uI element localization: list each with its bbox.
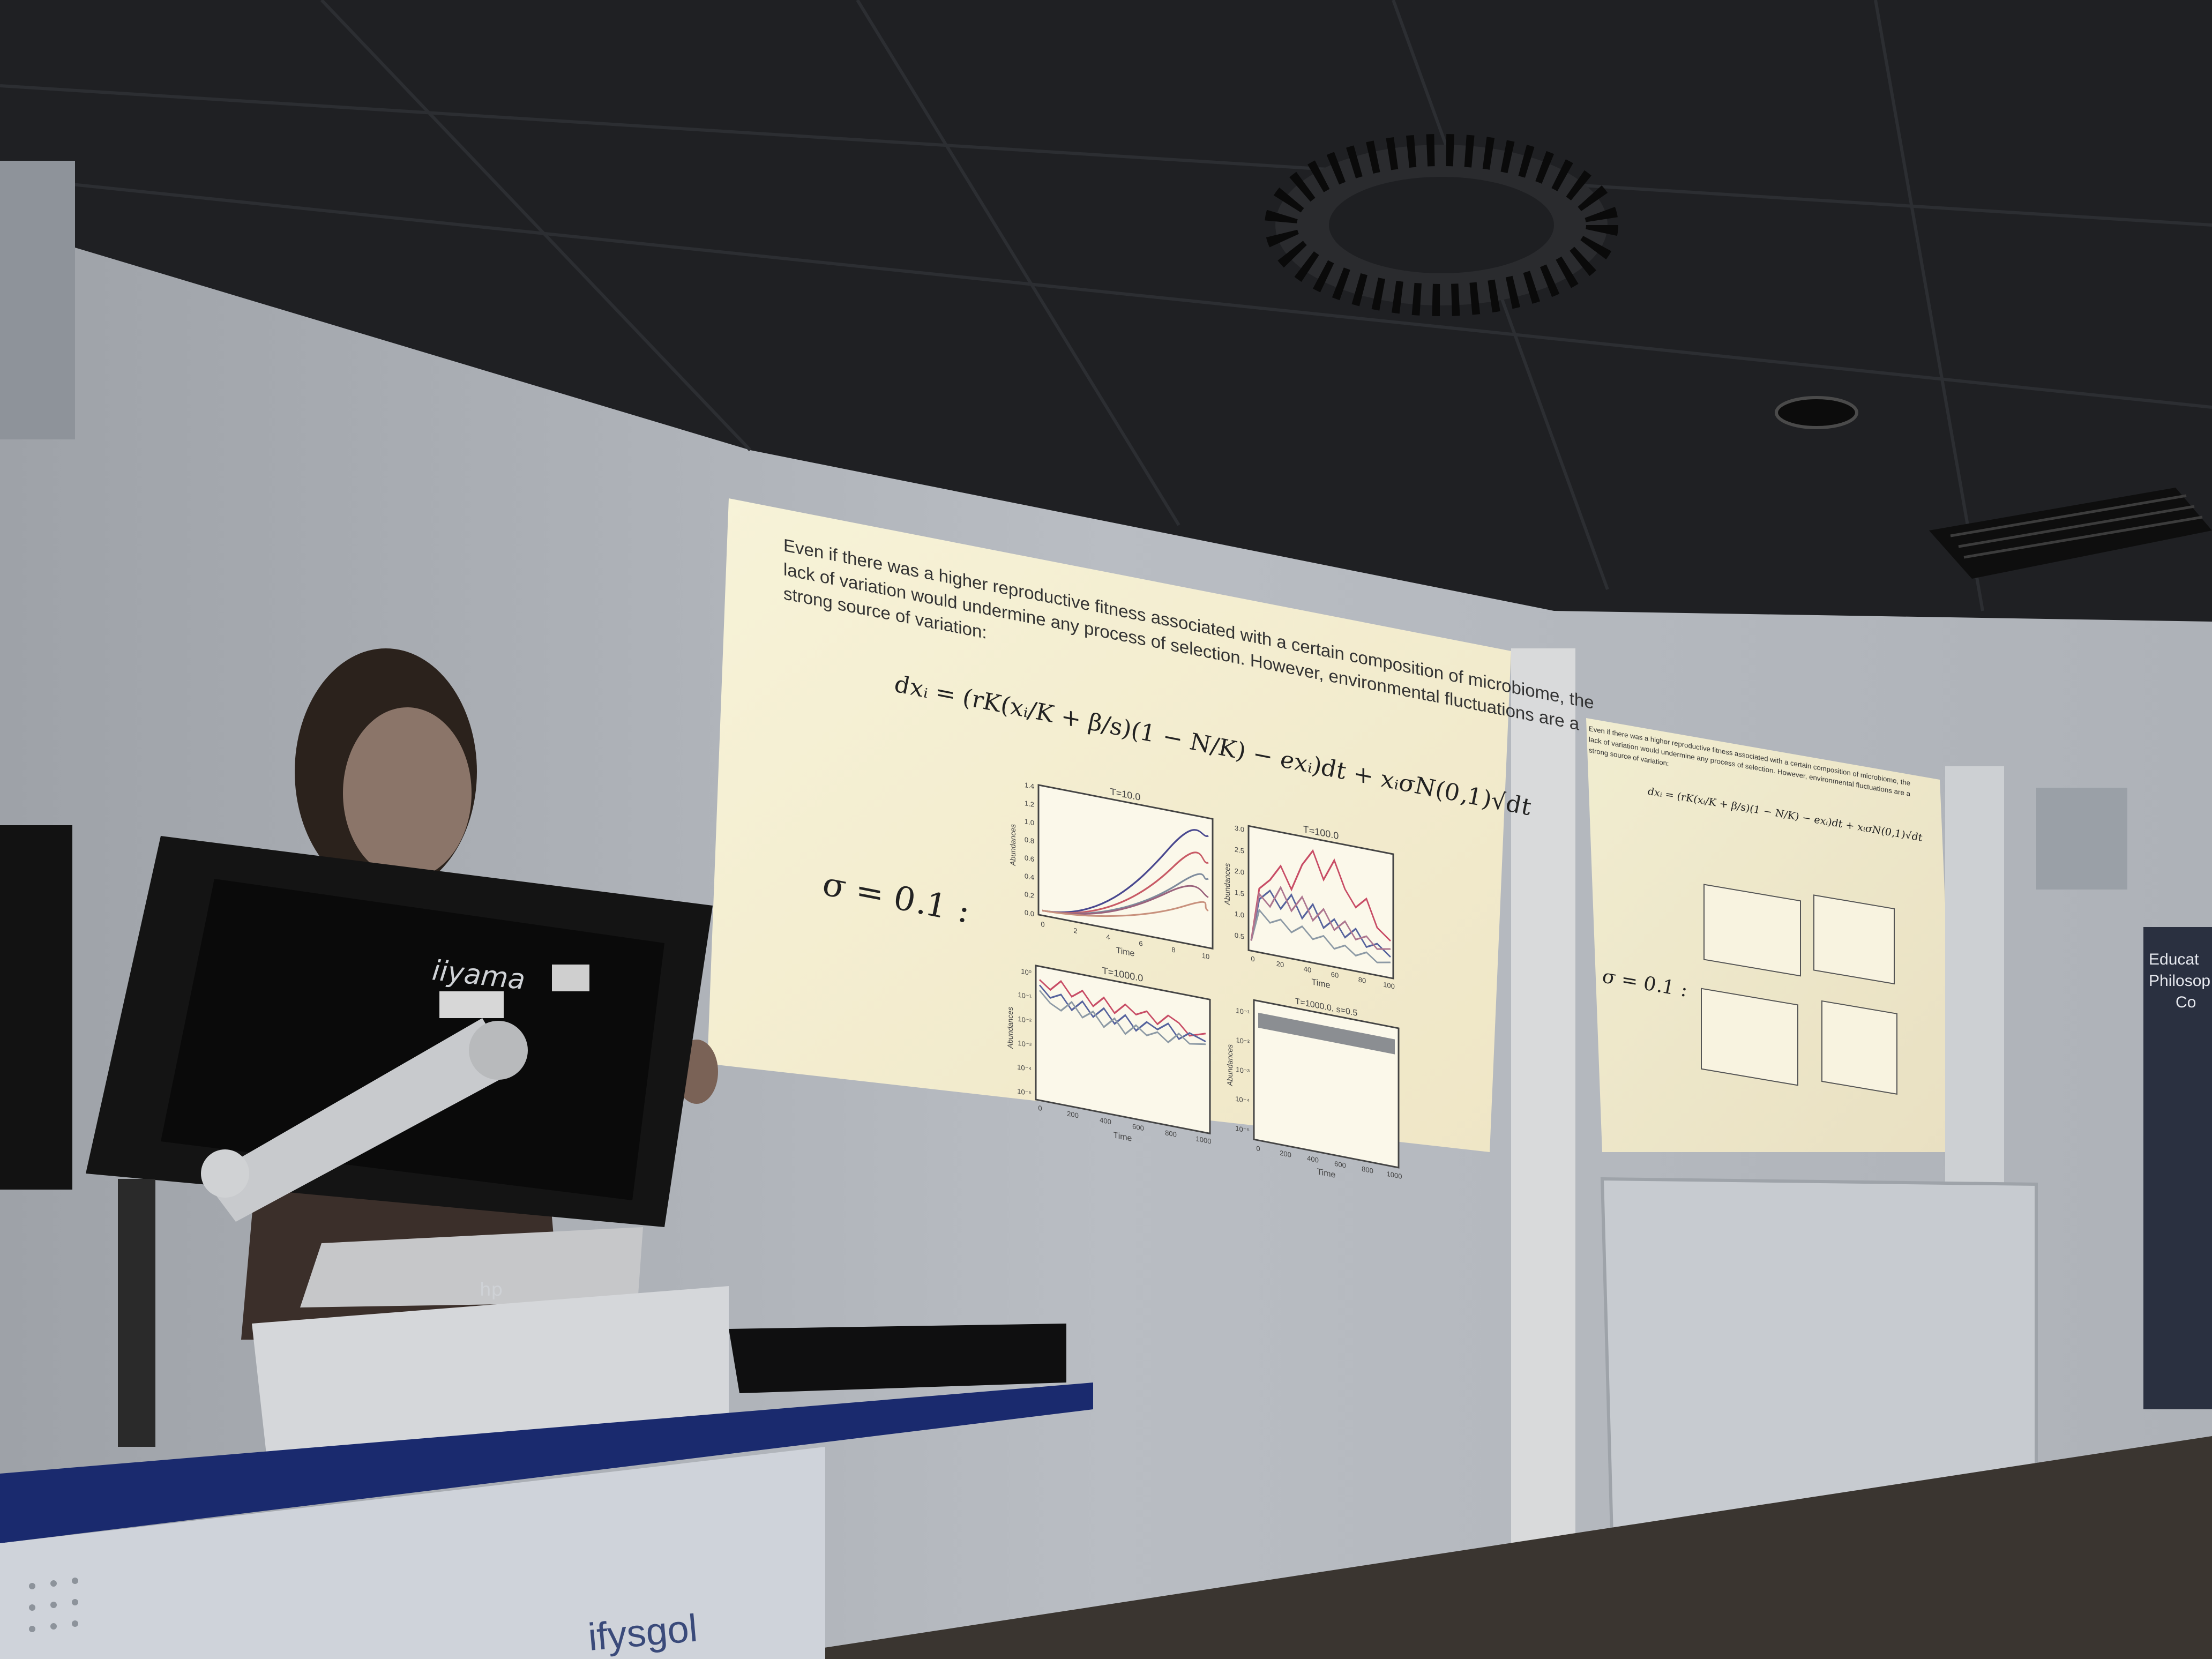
plot-xtick: 800 (1362, 1165, 1373, 1175)
plot-xtick: 0 (1256, 1144, 1260, 1153)
plot-ytick: 0.4 (1025, 872, 1034, 881)
plot-xtick: 400 (1307, 1154, 1319, 1164)
plot-ytick: 10⁻¹ (1018, 990, 1032, 1001)
plot-xtick: 10 (1202, 951, 1209, 961)
plot-ytick: 10⁻⁵ (1017, 1087, 1032, 1097)
side-monitor (0, 825, 72, 1190)
plot-frame (1247, 825, 1394, 980)
secondary-plot-frame (1703, 884, 1801, 977)
plot-xtick: 0 (1251, 954, 1254, 963)
ceiling-light-icon (1775, 396, 1858, 429)
plot-xtick: 400 (1100, 1116, 1111, 1126)
podium-text: ifysgol (586, 1606, 699, 1658)
plot-xtick: 100 (1383, 980, 1395, 990)
laptop (300, 1227, 643, 1307)
plot-ytick: 1.5 (1235, 888, 1244, 898)
secondary-plot-frame (1813, 894, 1895, 985)
plot-ytick: 10⁻² (1018, 1014, 1032, 1025)
plot-xtick: 200 (1067, 1109, 1079, 1119)
plot-xtick: 4 (1106, 933, 1110, 941)
plot-xtick: 1000 (1387, 1170, 1402, 1180)
plot-ytick: 0.8 (1025, 835, 1034, 845)
plot-ytick: 1.0 (1025, 817, 1034, 827)
plot-ytick: 0.2 (1025, 890, 1034, 900)
desk-equipment (729, 1324, 1066, 1393)
plot-xtick: 0 (1041, 920, 1044, 929)
ceiling (0, 0, 2212, 622)
plot-ytick: 0.5 (1235, 931, 1244, 940)
plot-ytick: 10⁻⁵ (1235, 1124, 1250, 1135)
plot-xtick: 0 (1038, 1104, 1042, 1112)
banner-text-line-2: Philosop (2149, 972, 2210, 990)
plot-xtick: 800 (1165, 1129, 1177, 1139)
wall-speaker (0, 161, 75, 439)
floor (750, 1436, 2212, 1659)
plot-ylabel: Abundances (1008, 823, 1017, 866)
plot-noise-band (1258, 1012, 1395, 1055)
plot-ytick: 10⁻² (1236, 1036, 1250, 1047)
plot-ytick: 2.5 (1235, 845, 1244, 855)
banner-text-line-3: Co (2176, 993, 2196, 1011)
plot-ytick: 0.6 (1025, 854, 1034, 863)
plot-xtick: 2 (1073, 926, 1077, 935)
plot-ytick: 10⁻⁴ (1235, 1095, 1250, 1105)
plot-xtick: 40 (1304, 965, 1311, 975)
plot-lines (1038, 979, 1206, 1045)
plot-ytick: 2.0 (1235, 866, 1244, 876)
plot-ytick: 1.0 (1235, 909, 1244, 919)
printer (252, 1286, 729, 1468)
screen-frame-right (1945, 766, 2004, 1184)
screen-frame-left (1511, 648, 1575, 1618)
wall-box (2036, 788, 2127, 890)
plot-ytick: 1.2 (1025, 799, 1034, 809)
plot-t1000-s05: T=1000.0, s=0.5 Time Abundances 10⁻¹ 10⁻… (1225, 996, 1402, 1180)
plot-frame (1035, 965, 1211, 1135)
laptop-brand-label: hp (480, 1279, 503, 1301)
plot-ytick: 10⁻³ (1236, 1065, 1250, 1076)
plot-ylabel: Abundances (1006, 1006, 1014, 1049)
plot-xtick: 8 (1171, 945, 1175, 954)
banner-stand (2143, 927, 2212, 1409)
banner-text-line-1: Educat (2149, 951, 2199, 968)
ceiling-grid (0, 0, 2212, 611)
plot-ytick: 10⁻⁴ (1017, 1063, 1032, 1073)
plot-ylabel: Abundances (1225, 1043, 1234, 1087)
plot-ytick: 0.0 (1025, 908, 1034, 918)
plot-xtick: 600 (1334, 1160, 1346, 1170)
plot-xtick: 6 (1139, 939, 1142, 948)
plot-ylabel: Abundances (1223, 862, 1231, 906)
plot-xtick: 80 (1358, 975, 1366, 985)
plot-lines (1042, 829, 1209, 917)
secondary-plot-frame (1821, 1000, 1897, 1095)
plot-xtick: 20 (1276, 960, 1284, 969)
plot-ytick: 10⁰ (1021, 967, 1032, 977)
monitor-arm (118, 1018, 528, 1447)
plot-ytick: 10⁻³ (1018, 1038, 1032, 1049)
plot-ytick: 1.4 (1025, 781, 1034, 790)
plot-xtick: 1000 (1196, 1134, 1212, 1145)
podium-top (0, 1382, 1093, 1543)
plot-xtick: 60 (1331, 970, 1339, 980)
plot-xtick: 600 (1132, 1122, 1144, 1132)
plot-lines (1250, 849, 1391, 963)
lectern-monitor (86, 836, 713, 1227)
plot-ytick: 10⁻¹ (1236, 1006, 1250, 1017)
podium-vent (29, 1578, 78, 1632)
plot-xtick: 200 (1280, 1149, 1291, 1159)
plot-frame (1037, 784, 1214, 950)
plot-ytick: 3.0 (1235, 824, 1244, 833)
secondary-plot-frame (1701, 988, 1798, 1086)
ceiling-vent-icon (1265, 134, 1618, 316)
podium-body (0, 1447, 825, 1659)
ceiling-grille-icon (1929, 488, 2212, 579)
